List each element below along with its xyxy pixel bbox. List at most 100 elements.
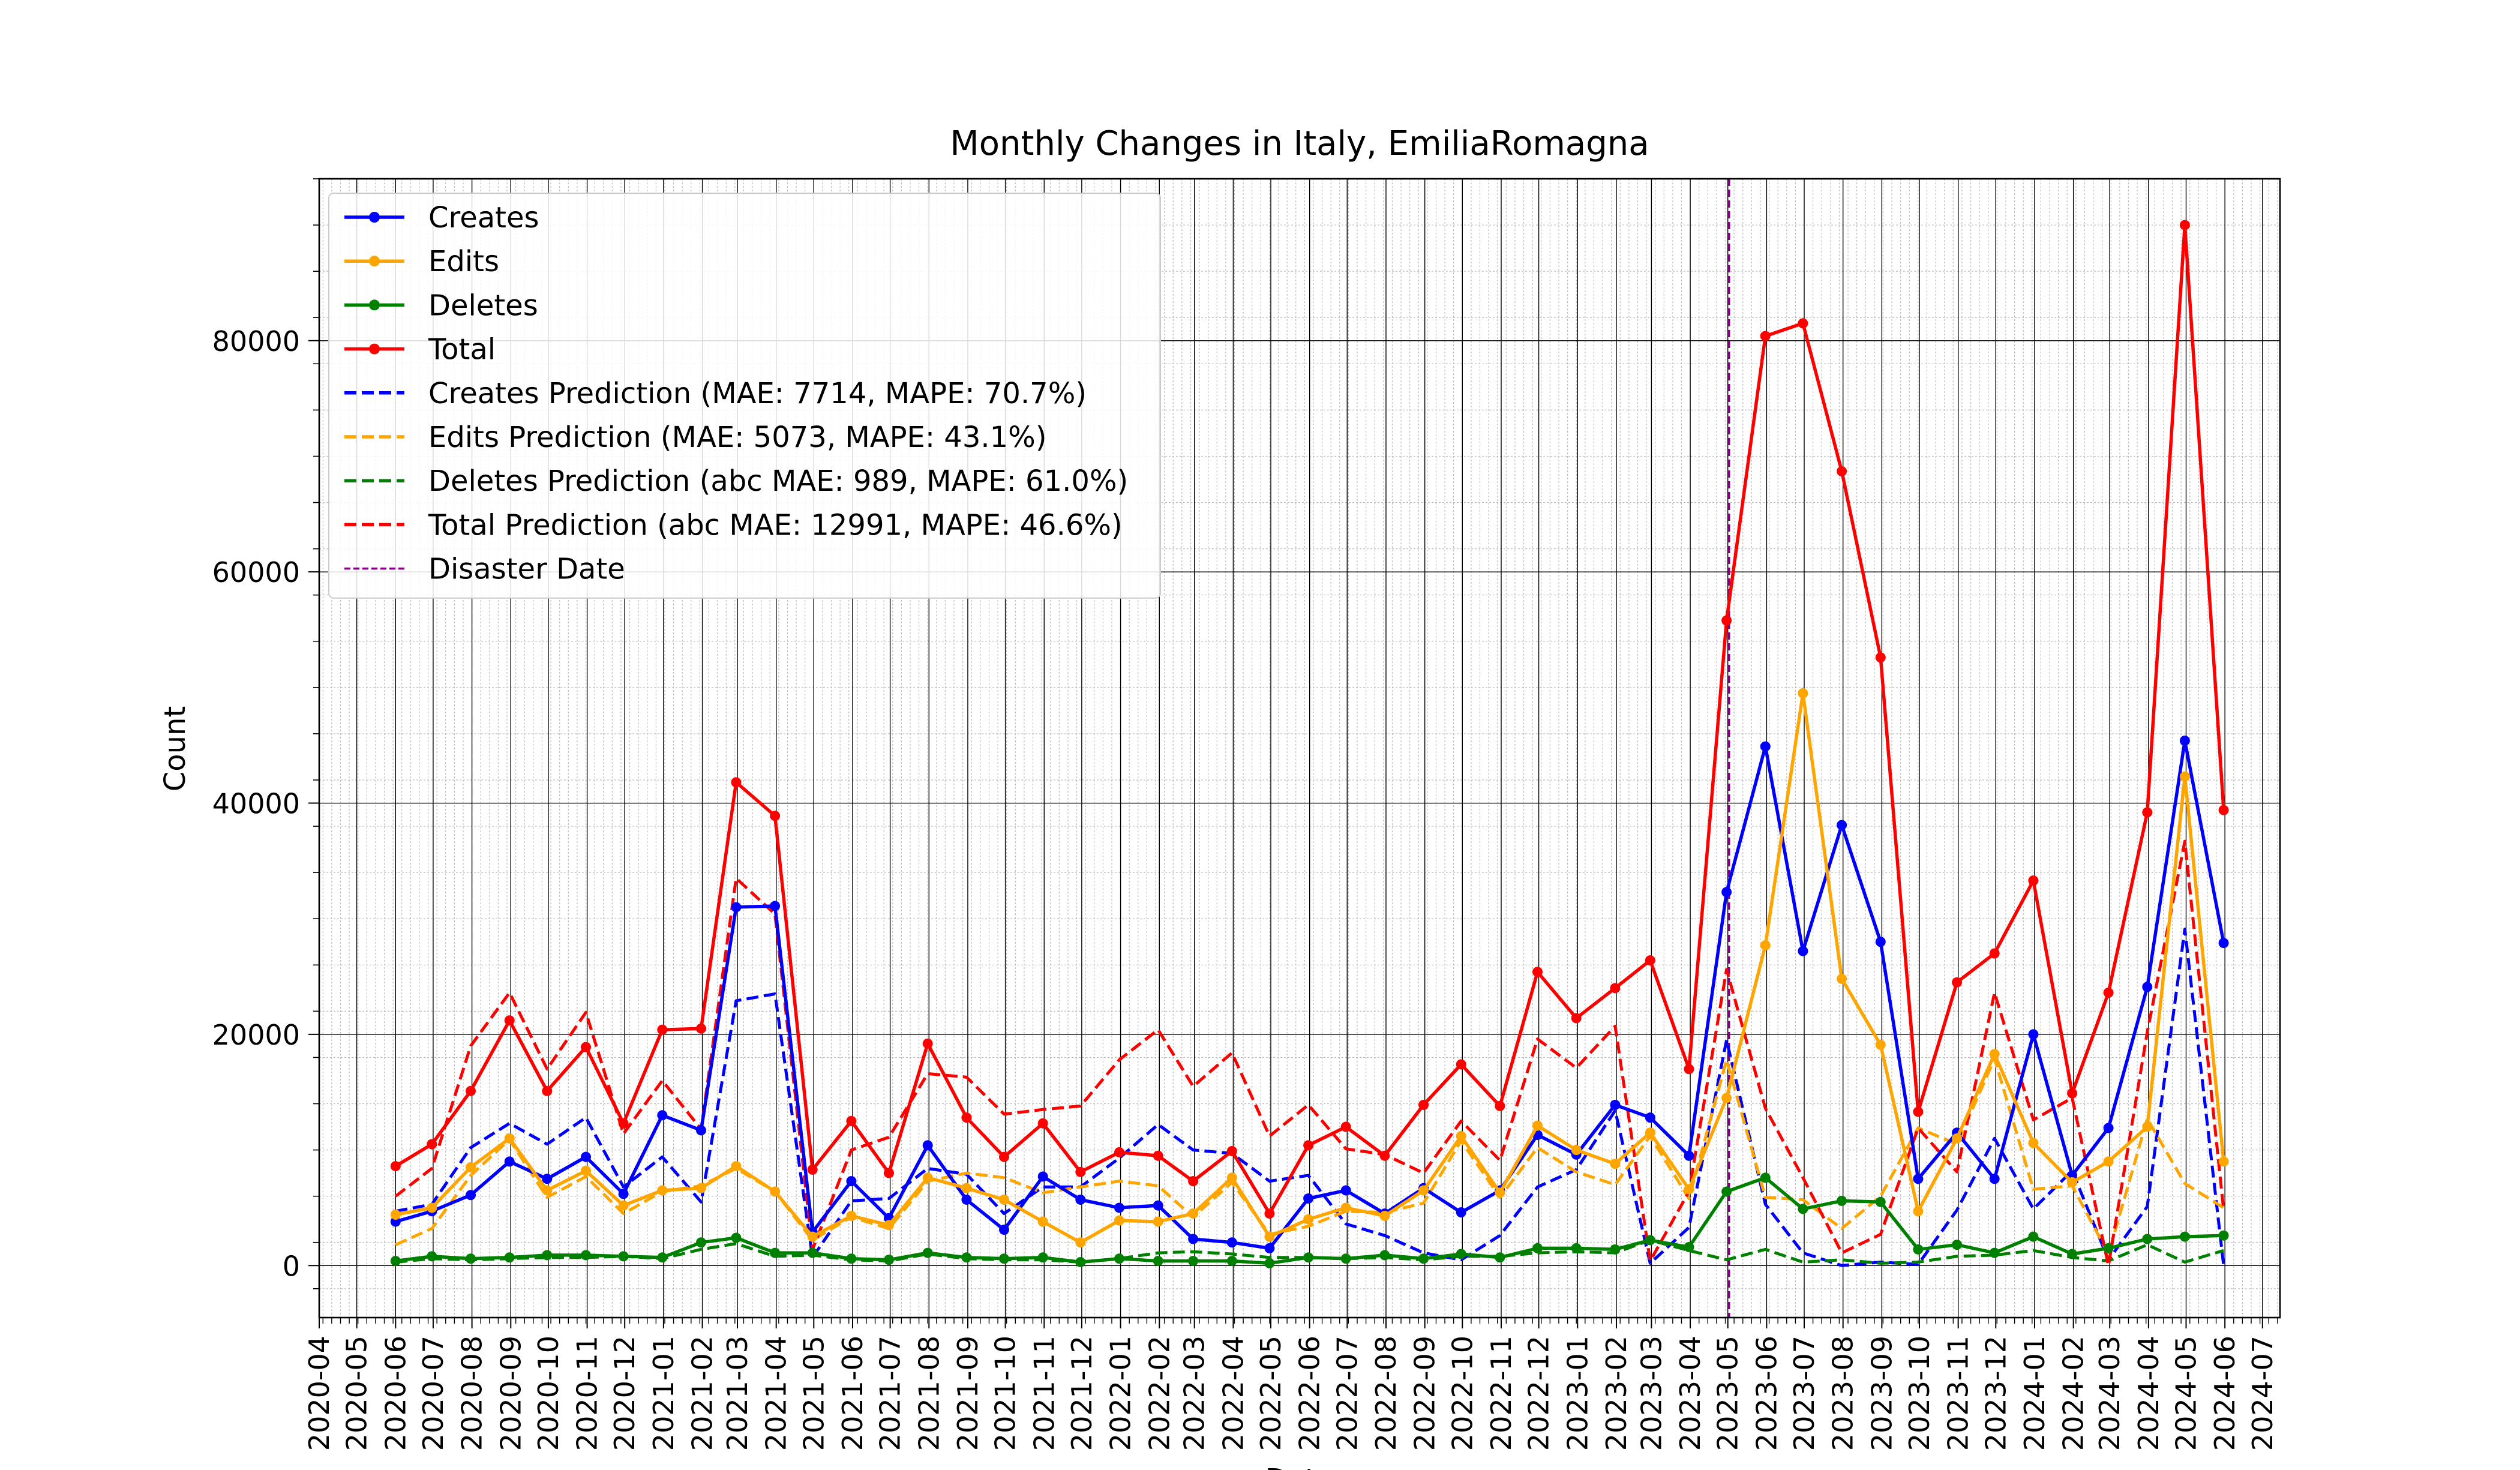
total-point (1264, 1208, 1275, 1219)
deletes-point (1645, 1235, 1655, 1246)
deletes-point (2067, 1249, 2078, 1259)
deletes-point (1721, 1186, 1732, 1197)
edits-point (922, 1172, 933, 1183)
total-point (618, 1118, 629, 1129)
x-tick-label: 2020-07 (417, 1336, 449, 1451)
edits-point (999, 1194, 1010, 1205)
x-tick-label: 2021-03 (721, 1336, 754, 1451)
creates-point (1226, 1237, 1237, 1248)
total-point (1188, 1176, 1199, 1187)
x-tick-label: 2024-07 (2246, 1336, 2279, 1451)
x-tick-label: 2020-10 (532, 1336, 565, 1451)
total-point (1075, 1166, 1086, 1177)
x-tick-label: 2023-11 (1942, 1336, 1975, 1451)
x-tick-label: 2020-05 (341, 1336, 373, 1451)
deletes-point (427, 1251, 437, 1262)
edits-point (1721, 1093, 1732, 1103)
creates-point (1303, 1193, 1314, 1204)
edits-point (2142, 1121, 2153, 1132)
total-point (1114, 1147, 1124, 1157)
deletes-point (1532, 1243, 1543, 1253)
deletes-point (2218, 1230, 2229, 1241)
total-point (1037, 1118, 1048, 1129)
edits-point (1153, 1216, 1163, 1227)
legend-label: Deletes (428, 289, 538, 322)
total-point (1571, 1013, 1582, 1024)
x-tick-label: 2023-06 (1750, 1336, 1783, 1451)
edits-point (1571, 1145, 1582, 1156)
total-point (1153, 1150, 1163, 1161)
x-tick-label: 2022-06 (1294, 1336, 1326, 1451)
edits-point (580, 1165, 591, 1176)
edits-point (1952, 1133, 1963, 1144)
deletes-point (1379, 1250, 1390, 1261)
creates-point (1645, 1112, 1655, 1123)
x-tick-label: 2024-01 (2018, 1336, 2051, 1451)
deletes-point (1610, 1244, 1621, 1255)
x-tick-label: 2021-08 (913, 1336, 945, 1451)
deletes-prediction-line (395, 1238, 2224, 1265)
x-tick-label: 2023-12 (1979, 1336, 2012, 1451)
total-point (2142, 807, 2153, 818)
edits-point (1264, 1231, 1275, 1242)
x-tick-label: 2024-06 (2209, 1336, 2241, 1451)
total-point (807, 1164, 818, 1175)
creates-point (846, 1176, 857, 1187)
deletes-point (2142, 1234, 2153, 1244)
chart-title: Monthly Changes in Italy, EmiliaRomagna (950, 124, 1649, 163)
creates-point (504, 1156, 515, 1167)
total-point (1532, 967, 1543, 977)
x-tick-label: 2021-10 (989, 1336, 1022, 1451)
x-tick-label: 2024-02 (2057, 1336, 2090, 1451)
creates-point (731, 902, 742, 913)
edits-point (2179, 771, 2190, 782)
deletes-point (542, 1250, 553, 1261)
total-point (922, 1038, 933, 1049)
total-point (1798, 318, 1808, 329)
deletes-point (1418, 1253, 1429, 1264)
creates-point (1837, 820, 1847, 830)
x-tick-label: 2023-09 (1865, 1336, 1898, 1451)
edits-point (731, 1161, 742, 1172)
y-tick-label: 0 (283, 1250, 300, 1282)
edits-point (466, 1162, 476, 1173)
edits-point (1798, 688, 1808, 698)
creates-point (1913, 1174, 1924, 1184)
edits-point (1037, 1216, 1048, 1227)
edits-point (1495, 1187, 1505, 1198)
edits-point (427, 1202, 437, 1213)
creates-point (922, 1140, 933, 1151)
total-point (1952, 977, 1963, 988)
deletes-point (1571, 1243, 1582, 1253)
x-tick-label: 2022-12 (1523, 1336, 1555, 1451)
creates-point (1456, 1207, 1466, 1218)
total-point (466, 1085, 476, 1096)
creates-point (1798, 946, 1808, 956)
total-point (2028, 875, 2039, 886)
deletes-point (884, 1255, 895, 1265)
total-point (884, 1168, 895, 1178)
legend-label: Disaster Date (428, 553, 625, 586)
total-point (2103, 988, 2114, 998)
total-point (1456, 1059, 1466, 1070)
creates-prediction-line (395, 928, 2225, 1267)
deletes-point (1913, 1244, 1924, 1255)
creates-point (466, 1190, 476, 1201)
creates-point (961, 1194, 972, 1205)
total-point (770, 811, 781, 821)
edits-point (1760, 940, 1771, 951)
edits-point (504, 1133, 515, 1144)
legend-marker-creates (369, 212, 380, 223)
total-point (504, 1015, 515, 1026)
x-tick-label: 2023-05 (1712, 1336, 1744, 1451)
creates-point (2179, 735, 2190, 746)
x-axis-label: Date (1265, 1463, 1334, 1470)
deletes-point (657, 1252, 668, 1263)
creates-point (1188, 1234, 1199, 1244)
deletes-point (1153, 1256, 1163, 1267)
edits-point (657, 1185, 668, 1196)
total-point (2067, 1088, 2078, 1099)
edits-point (1989, 1049, 2000, 1060)
creates-point (2103, 1123, 2114, 1133)
creates-point (770, 901, 781, 911)
